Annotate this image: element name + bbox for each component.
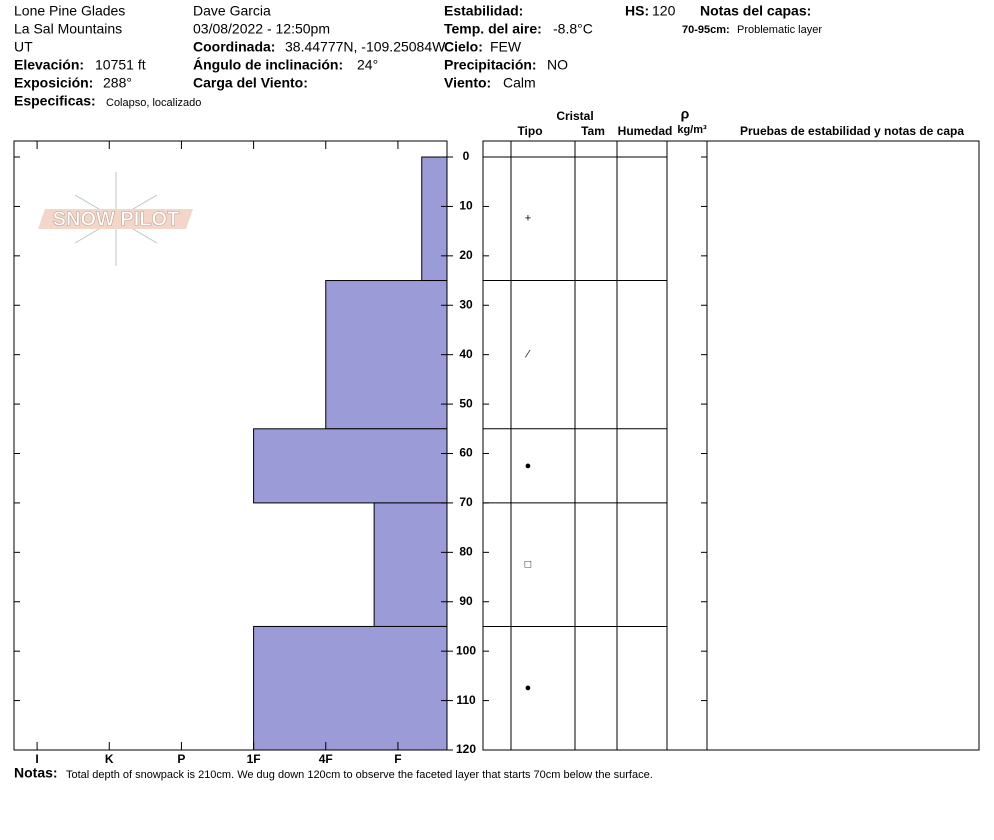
label: Notas del capas:: [700, 3, 811, 19]
depth-label: 30: [459, 297, 473, 311]
column-header: ρ: [681, 106, 690, 122]
logo-band: [38, 209, 193, 229]
hardness-bar: [253, 625, 448, 751]
location: Lone Pine Glades: [14, 3, 125, 19]
depth-label: 40: [459, 347, 473, 361]
value: Colapso, localizado: [106, 97, 201, 109]
depth-label: 90: [459, 594, 473, 608]
hardness-label: 1F: [247, 752, 261, 766]
label: Ángulo de inclinación:: [193, 57, 343, 73]
label: Cielo:: [444, 39, 483, 55]
column-header: Tipo: [517, 124, 542, 138]
hardness-bar: [373, 502, 448, 627]
value: 38.44777N, -109.25084W: [285, 39, 446, 55]
range: La Sal Mountains: [14, 21, 122, 37]
label: Viento:: [444, 75, 491, 91]
note-range: 70-95cm:: [682, 24, 730, 36]
column-header: Cristal: [556, 109, 593, 123]
crystal-symbol: +: [525, 213, 531, 225]
notes-text: Total depth of snowpack is 210cm. We dug…: [66, 769, 653, 781]
depth-label: 50: [459, 396, 473, 410]
logo-text: SNOW PILOT: [53, 208, 180, 230]
value: 10751 ft: [95, 57, 146, 73]
value: 24°: [357, 57, 378, 73]
depth-label: 80: [459, 545, 473, 559]
notes-label: Notas:: [14, 765, 58, 781]
value: FEW: [490, 39, 522, 55]
depth-label: 10: [459, 199, 473, 213]
hardness-bar: [253, 428, 448, 504]
column-header: Humedad: [618, 124, 673, 138]
depth-label: 20: [459, 248, 473, 262]
crystal-symbol: ●: [525, 682, 532, 694]
note-text: Problematic layer: [737, 24, 822, 36]
crystal-frame: [482, 140, 708, 751]
depth-label: 120: [456, 742, 476, 756]
column-header: Tam: [581, 124, 605, 138]
hardness-label: F: [394, 752, 401, 766]
crystal-symbol: □: [525, 559, 532, 571]
state: UT: [14, 39, 33, 55]
value: 288°: [103, 75, 132, 91]
hardness-label: P: [177, 752, 185, 766]
label: Carga del Viento:: [193, 75, 308, 91]
depth-label: 110: [456, 693, 476, 707]
label: Exposición:: [14, 75, 93, 91]
tests-frame: [706, 140, 980, 751]
depth-label: 70: [459, 495, 473, 509]
value: 120: [652, 3, 676, 19]
hardness-bar: [325, 280, 448, 430]
crystal-symbol: ●: [525, 460, 532, 472]
observer: Dave Garcia: [193, 3, 271, 19]
label: Temp. del aire:: [444, 21, 542, 37]
label: Precipitación:: [444, 57, 537, 73]
label: HS:: [625, 3, 649, 19]
value: -8.8°C: [553, 21, 593, 37]
hardness-bar: [421, 156, 448, 282]
column-header: Pruebas de estabilidad y notas de capa: [740, 124, 964, 138]
hardness-label: I: [35, 752, 38, 766]
column-header: kg/m³: [677, 124, 707, 136]
crystal-symbol: ⁄: [524, 349, 531, 361]
label: Elevación:: [14, 57, 84, 73]
datetime: 03/08/2022 - 12:50pm: [193, 21, 330, 37]
label: Coordinada:: [193, 39, 275, 55]
depth-label: 0: [463, 149, 470, 163]
depth-label: 100: [456, 643, 476, 657]
value: NO: [547, 57, 568, 73]
label: Especificas:: [14, 93, 96, 109]
depth-label: 60: [459, 446, 473, 460]
label: Estabilidad:: [444, 3, 523, 19]
hardness-label: K: [105, 752, 114, 766]
value: Calm: [503, 75, 536, 91]
hardness-label: 4F: [319, 752, 333, 766]
